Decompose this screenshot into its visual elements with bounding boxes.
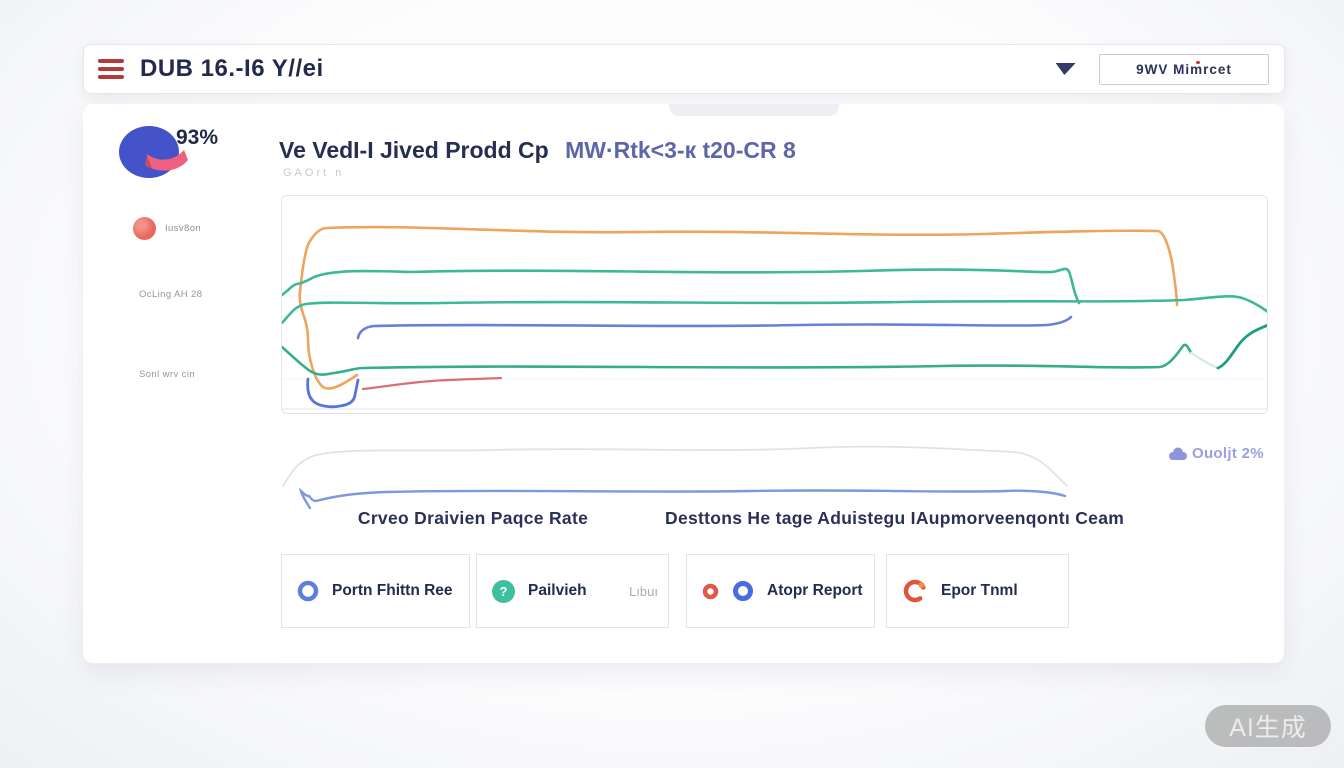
mini-pie-chart [117, 124, 193, 187]
legend-card-1[interactable]: Portn Fhittn Ree [281, 554, 470, 628]
hamburger-menu-icon[interactable] [98, 59, 124, 79]
teal-disc-icon: ? [492, 579, 515, 603]
main-line-chart[interactable] [281, 195, 1268, 414]
disc-glyph: ? [499, 583, 508, 599]
secondary-line-chart[interactable] [281, 424, 1071, 510]
top-bar: DUB 16.-I6 Y//ei 9WV Mimrcet [83, 44, 1285, 94]
chevron-down-icon[interactable] [1054, 63, 1076, 75]
legend-card-3[interactable]: Atopr Report [686, 554, 875, 628]
topbar-right-group: 9WV Mimrcet [1054, 53, 1284, 85]
secondary-line-chart-svg [282, 445, 1068, 510]
series-teal-lower-connector [1189, 351, 1220, 370]
ai-generated-watermark: AI生成 [1205, 705, 1331, 747]
chart-title: Ve VedI-I Jived Prodd Cp MW·Rtk<3-к t20-… [279, 137, 796, 164]
legend-card-3-label: Atopr Report [767, 582, 863, 599]
topbar-action-label: 9WV Mimrcet [1136, 61, 1232, 77]
chart-title-primary: Ve VedI-I Jived Prodd Cp [279, 137, 549, 163]
series-teal-lower [282, 343, 1193, 376]
sidebar-stat-1: OcLing AH 28 [139, 289, 203, 300]
series-teal-upper [282, 267, 1081, 305]
chart-subtitle: GAOrt n [283, 167, 345, 179]
series-periwinkle [299, 487, 1067, 510]
footer-label-left: Crveo Draivien Paqce Rate [357, 508, 589, 528]
series-teal-lower-end [1216, 323, 1267, 370]
red-dot-icon [133, 217, 156, 240]
series-orange [298, 225, 1179, 390]
series-red [361, 376, 503, 391]
notification-dot [1196, 60, 1200, 64]
pie-icon [119, 126, 188, 178]
orange-arc-icon [903, 579, 927, 603]
series-teal-middle [282, 295, 1267, 325]
legend-card-4[interactable]: Epor Tnml [886, 554, 1069, 628]
app-title: DUB 16.-I6 Y//ei [140, 55, 324, 82]
dashboard-card: 93% Iusv8on OcLing AH 28 Sonl wrv cin Ve… [83, 104, 1284, 663]
pie-percentage: 93% [176, 126, 219, 149]
series-blue-dip [306, 377, 360, 409]
legend-item-label: Iusv8on [165, 223, 202, 234]
series-blue-main [356, 315, 1073, 340]
blue-ring-icon-2 [733, 581, 753, 601]
main-line-chart-svg [282, 225, 1267, 410]
red-ring-icon [702, 583, 719, 599]
series-lavender [282, 445, 1068, 487]
stat-badge-label: Ouoljt 2% [1192, 445, 1264, 462]
sidebar-legend-item[interactable]: Iusv8on [133, 217, 201, 240]
sidebar-stat-2: Sonl wrv cin [139, 369, 196, 380]
legend-card-1-label: Portn Fhittn Ree [332, 582, 453, 599]
legend-card-2-label: Pailvieh [528, 582, 587, 599]
card-top-notch [669, 104, 839, 116]
blue-ring-icon [297, 580, 319, 602]
legend-card-2-secondary: Lıbuı [629, 583, 658, 599]
cloud-icon [1169, 447, 1187, 460]
stat-badge: Ouoljt 2% [1168, 445, 1264, 462]
chart-title-secondary: MW·Rtk<3-к t20-CR 8 [565, 137, 796, 163]
footer-label-right: Desttons He tage Aduistegu IAupmorveenqo… [665, 508, 1125, 528]
topbar-action-button[interactable]: 9WV Mimrcet [1099, 53, 1269, 85]
legend-card-2[interactable]: ? Pailvieh Lıbuı [476, 554, 669, 628]
legend-card-4-label: Epor Tnml [941, 582, 1018, 599]
